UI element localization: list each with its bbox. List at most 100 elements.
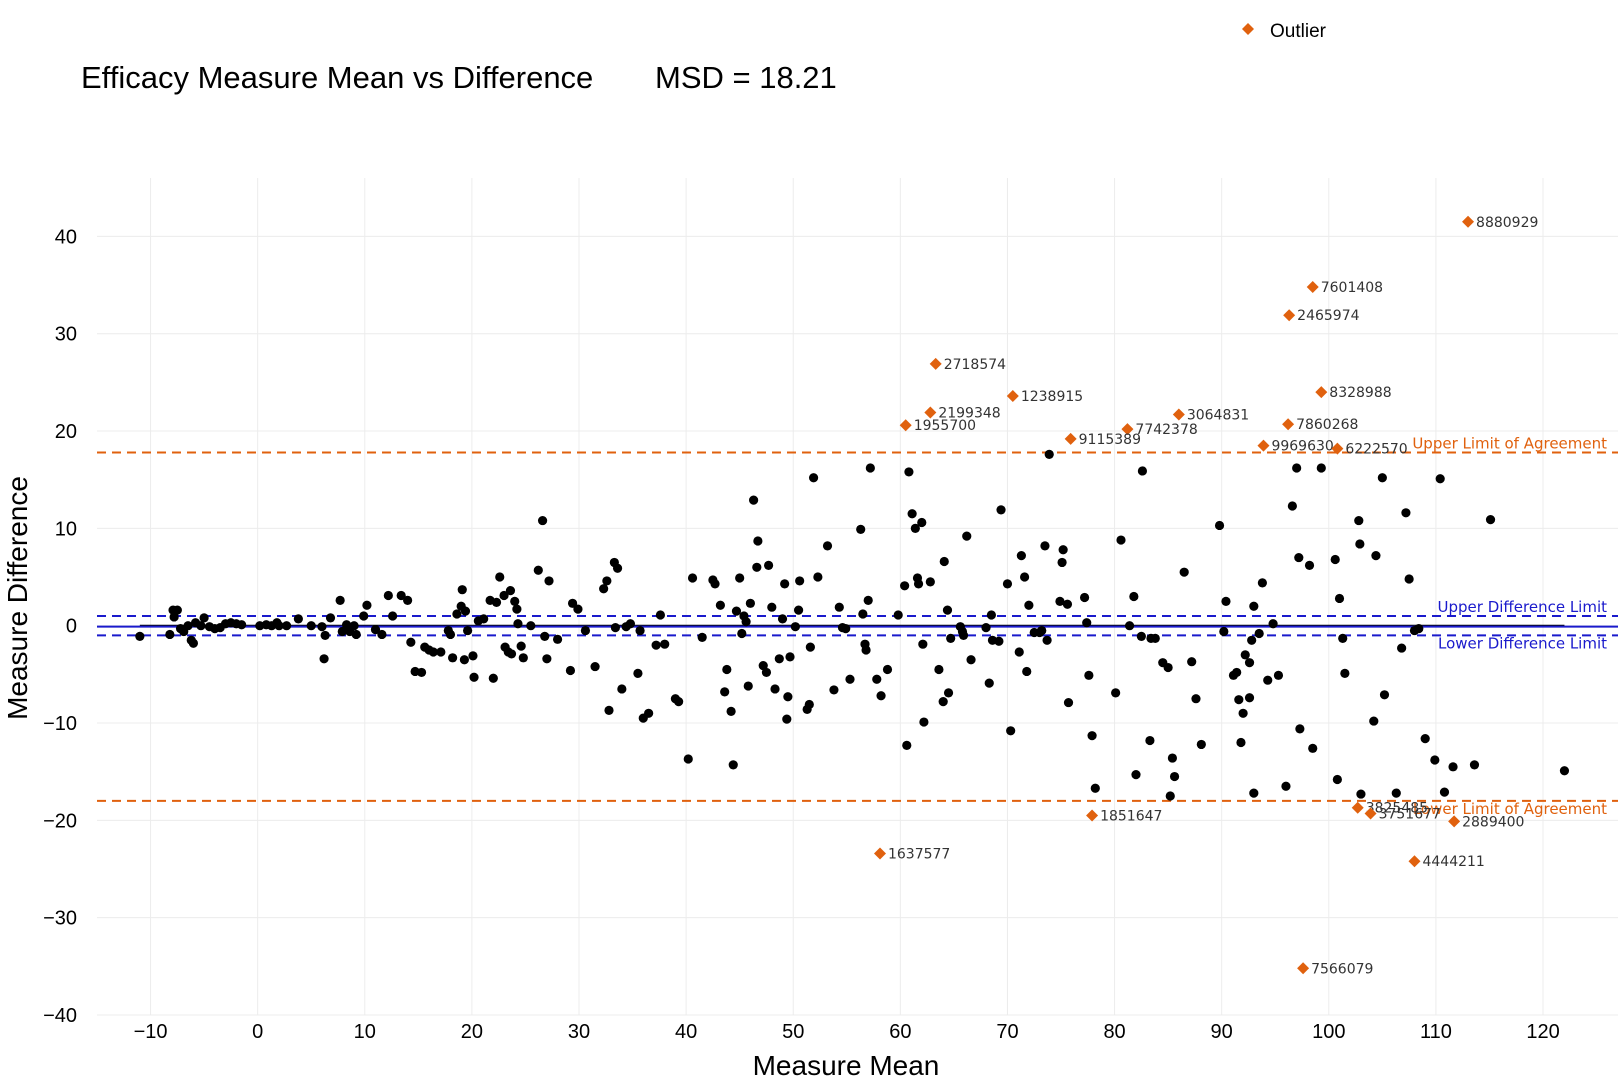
outlier-point xyxy=(1448,815,1461,828)
data-point xyxy=(388,611,398,621)
data-point xyxy=(1420,733,1430,744)
data-point xyxy=(1129,591,1139,602)
data-point xyxy=(735,573,745,583)
outlier-label: 7601408 xyxy=(1321,280,1383,296)
data-point xyxy=(468,651,478,661)
data-point xyxy=(882,664,893,675)
outlier-label: 3751677 xyxy=(1379,807,1441,823)
data-point xyxy=(863,595,873,605)
x-tick-label: 100 xyxy=(1312,1021,1345,1043)
data-point xyxy=(720,687,730,697)
data-point xyxy=(479,614,489,624)
data-point xyxy=(1187,657,1197,667)
data-point xyxy=(986,610,996,620)
data-point xyxy=(1116,535,1126,545)
data-point xyxy=(1377,473,1387,483)
y-tick-label: −20 xyxy=(43,810,77,832)
data-point xyxy=(1273,670,1284,680)
data-point xyxy=(793,605,804,615)
data-point xyxy=(1559,766,1570,776)
outlier-point xyxy=(1462,215,1475,228)
data-point xyxy=(1287,501,1297,511)
data-point xyxy=(865,463,875,473)
x-tick-label: 80 xyxy=(1103,1021,1125,1043)
data-point xyxy=(1234,695,1244,705)
data-point xyxy=(829,685,839,695)
data-point xyxy=(1379,690,1390,700)
x-tick-label: 70 xyxy=(996,1021,1018,1043)
y-tick-label: 40 xyxy=(55,226,77,248)
data-point xyxy=(1019,572,1030,582)
data-point xyxy=(403,595,413,605)
data-point xyxy=(900,581,910,591)
data-point xyxy=(351,629,361,640)
data-point xyxy=(946,633,956,643)
data-point xyxy=(770,684,780,694)
data-point xyxy=(767,602,777,612)
data-point xyxy=(1221,596,1231,606)
data-point xyxy=(1281,781,1291,791)
data-point xyxy=(804,699,814,710)
outlier-point xyxy=(1408,855,1421,868)
data-point xyxy=(188,638,199,648)
data-point xyxy=(1295,724,1305,734)
reference-line-label: Lower Difference Limit xyxy=(1438,634,1607,652)
data-point xyxy=(1249,601,1259,611)
data-point xyxy=(540,631,550,642)
data-point xyxy=(463,625,473,636)
data-point xyxy=(359,611,369,621)
data-point xyxy=(644,708,654,718)
data-point xyxy=(337,626,347,637)
outlier-label: 1955700 xyxy=(914,418,976,434)
data-point xyxy=(552,634,563,644)
data-point xyxy=(1332,774,1342,785)
data-point xyxy=(1238,708,1248,718)
data-point xyxy=(362,600,372,610)
data-point xyxy=(567,598,578,608)
y-tick-label: 10 xyxy=(55,518,77,540)
data-point xyxy=(165,629,175,640)
data-point xyxy=(938,697,948,707)
data-point xyxy=(506,649,517,659)
outlier-label: 1851647 xyxy=(1100,808,1162,824)
legend[interactable]: Outlier xyxy=(1242,21,1327,42)
data-point xyxy=(1334,593,1345,604)
data-point xyxy=(1340,668,1350,678)
data-point xyxy=(460,606,471,616)
data-point xyxy=(183,621,193,631)
outlier-point xyxy=(873,847,886,860)
outlier-point xyxy=(1086,809,1099,822)
data-point xyxy=(1249,788,1259,798)
outlier-point xyxy=(1172,408,1185,421)
data-point xyxy=(861,645,871,655)
chart-subtitle: MSD = 18.21 xyxy=(655,60,837,95)
y-tick-label: 20 xyxy=(55,421,77,443)
data-point xyxy=(934,664,944,675)
data-point xyxy=(169,612,179,622)
data-point xyxy=(1165,791,1175,801)
data-point xyxy=(428,647,438,657)
data-point xyxy=(625,619,636,629)
data-point xyxy=(274,621,284,631)
data-point xyxy=(491,597,502,607)
outlier-label: 9969630 xyxy=(1271,439,1333,455)
data-point xyxy=(1338,633,1348,643)
reference-line-label: Lower Limit of Agreement xyxy=(1413,800,1607,818)
outlier-label: 7742378 xyxy=(1135,422,1197,438)
data-point xyxy=(320,630,330,641)
data-point xyxy=(958,630,969,641)
data-point xyxy=(808,473,819,483)
data-point xyxy=(1167,753,1178,763)
outlier-point xyxy=(924,406,937,419)
data-point xyxy=(902,740,912,751)
data-point xyxy=(196,621,206,631)
data-point xyxy=(782,714,792,724)
data-point xyxy=(1292,463,1302,473)
data-point xyxy=(996,505,1006,515)
outlier-label: 8328988 xyxy=(1329,385,1391,401)
x-tick-label: 10 xyxy=(354,1021,376,1043)
data-point xyxy=(697,632,707,642)
data-point xyxy=(918,639,928,649)
outlier-label: 3825485 xyxy=(1366,801,1428,817)
